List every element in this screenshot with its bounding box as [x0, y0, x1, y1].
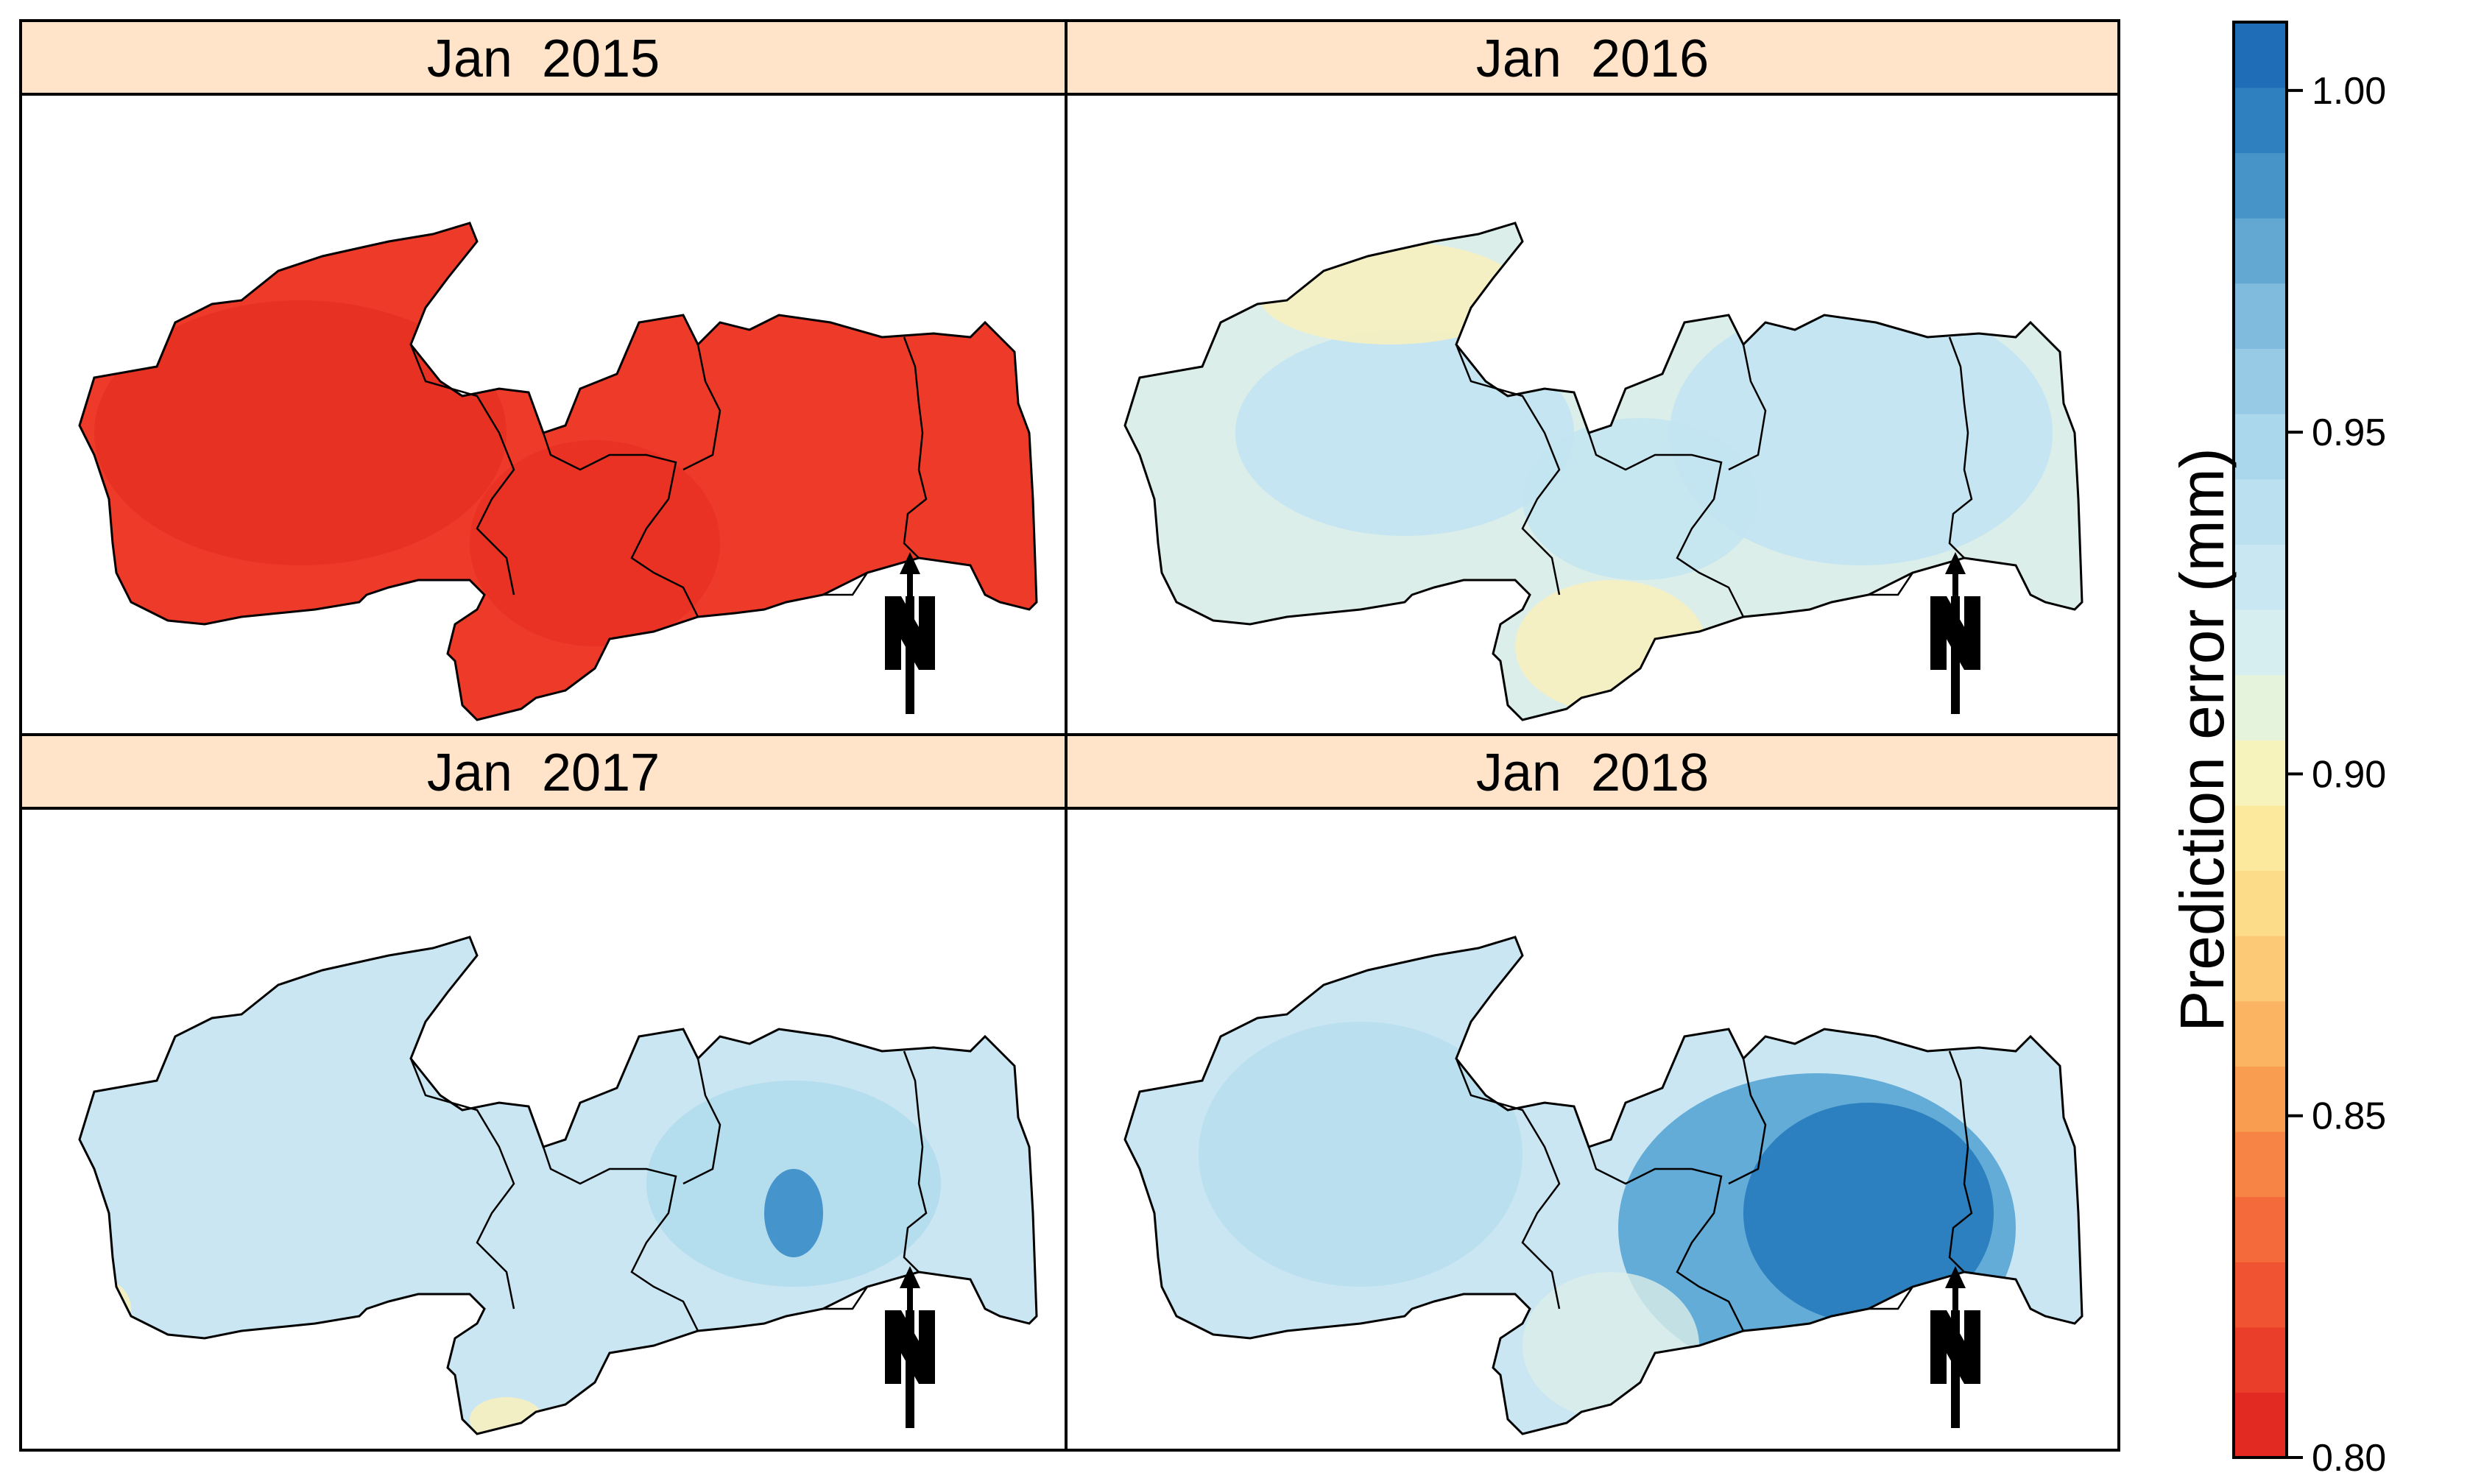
colorbar-step: [2234, 22, 2287, 88]
panel-title: Jan 2017: [427, 743, 660, 802]
colorbar-color-steps: [2234, 22, 2287, 1458]
error-region: [764, 1169, 823, 1257]
state-map: [78, 222, 1038, 721]
colorbar-step: [2234, 413, 2287, 480]
colorbar-step: [2234, 1326, 2287, 1393]
colorbar-tick-label: 1.00: [2312, 70, 2386, 113]
colorbar-frame: [2232, 21, 2288, 1459]
colorbar-step: [2234, 805, 2287, 872]
map-panels: Jan 2015 Jan 2016 Jan 2017 Jan 2018: [19, 19, 2120, 1452]
error-region: [1522, 418, 1758, 580]
colorbar-step: [2234, 1196, 2287, 1262]
colorbar-legend: 1.00 0.95 0.90 0.85 0.80 Prediction error (m…: [2167, 21, 2386, 1480]
error-region: [1199, 1022, 1522, 1287]
colorbar-step: [2234, 935, 2287, 1002]
error-region: [470, 440, 720, 646]
colorbar-step: [2234, 1262, 2287, 1328]
colorbar-step: [2234, 152, 2287, 219]
error-region: [94, 300, 507, 565]
colorbar-step: [2234, 87, 2287, 154]
colorbar-step: [2234, 283, 2287, 349]
colorbar-step: [2234, 674, 2287, 741]
colorbar-step: [2234, 544, 2287, 610]
map-panel: Jan 2016: [1065, 19, 2120, 736]
panel-title-strip: [19, 19, 1068, 96]
map-panel: Jan 2017: [19, 733, 1068, 1452]
error-surface: [94, 300, 720, 646]
colorbar-title: Prediction error (mm): [2167, 448, 2237, 1031]
map-panel: Jan 2018: [1065, 733, 2120, 1452]
colorbar-step: [2234, 1131, 2287, 1198]
colorbar-step: [2234, 870, 2287, 936]
colorbar-ticks: 1.00 0.95 0.90 0.85 0.80: [2287, 70, 2386, 1480]
colorbar-step: [2234, 609, 2287, 676]
panel-title-strip: [1065, 19, 2120, 96]
error-region: [1670, 300, 2053, 565]
colorbar-step: [2234, 348, 2287, 414]
panel-title-strip: [1065, 733, 2120, 810]
colorbar-step: [2234, 1000, 2287, 1067]
colorbar-step: [2234, 740, 2287, 806]
colorbar-tick-label: 0.90: [2312, 753, 2386, 796]
map-panel: Jan 2015: [19, 19, 1068, 736]
colorbar-step: [2234, 1066, 2287, 1132]
panel-title: Jan 2016: [1476, 29, 1709, 88]
colorbar-tick-label: 0.85: [2312, 1095, 2386, 1138]
colorbar-step: [2234, 217, 2287, 284]
colorbar-tick-label: 0.80: [2312, 1437, 2386, 1480]
colorbar-step: [2234, 478, 2287, 545]
colorbar-step: [2234, 1392, 2287, 1458]
error-region: [1743, 1103, 1994, 1324]
panel-title: Jan 2018: [1476, 743, 1709, 802]
panel-title: Jan 2015: [427, 29, 660, 88]
colorbar-tick-label: 0.95: [2312, 411, 2386, 454]
